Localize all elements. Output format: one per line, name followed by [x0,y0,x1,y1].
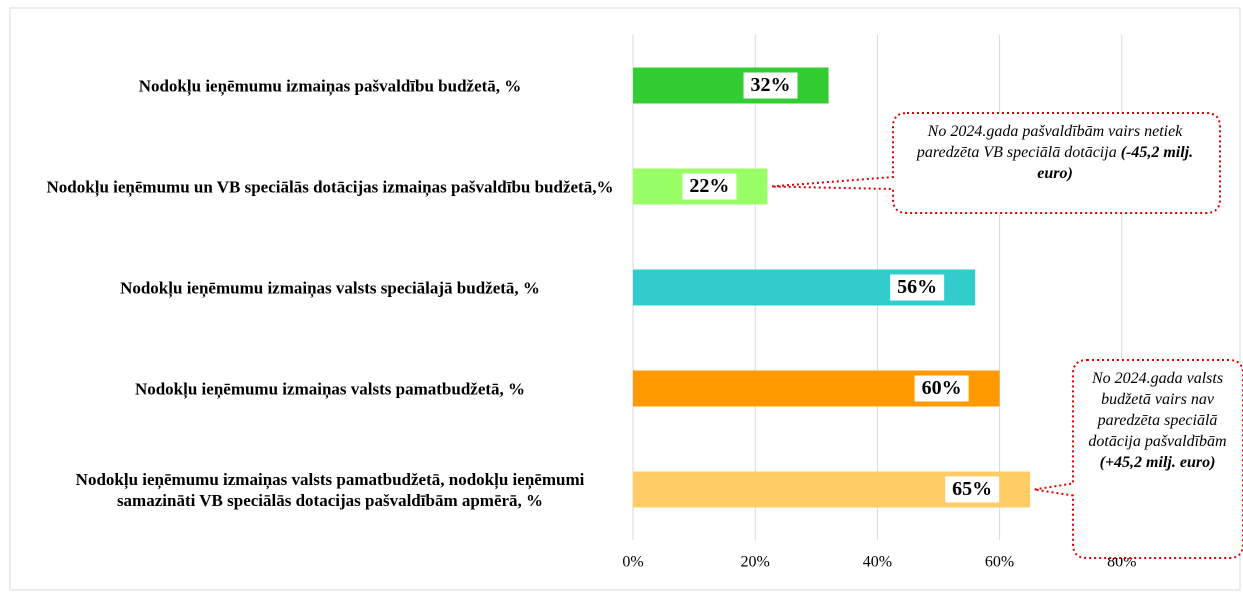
annotation: No 2024.gada pašvaldībām vairs netiek pa… [905,121,1205,184]
value-label: 60% [922,377,962,399]
chart-border [9,7,1241,591]
value-label-box [890,274,945,301]
x-tick-label: 60% [985,554,1014,571]
value-label: 22% [689,175,729,197]
category-label: Nodokļu ieņēmumu izmaiņas pašvaldību bud… [138,76,522,95]
category-label: Nodokļu ieņēmumu izmaiņas valsts speciāl… [120,278,540,297]
annotation: No 2024.gada valsts budžetā vairs nav pa… [1080,368,1235,473]
annotation-emphasis: (+45,2 milj. euro) [1099,454,1216,471]
callout [771,112,1221,214]
value-label-box [945,476,1000,503]
bar [633,67,829,104]
x-tick-label: 20% [741,554,770,571]
callout [1033,359,1243,559]
value-label: 56% [897,276,937,298]
x-tick-label: 40% [863,554,892,571]
value-label: 65% [952,478,992,500]
value-label-box [743,72,798,99]
value-label-box [914,375,969,402]
value-label: 32% [751,74,791,96]
value-label-box [682,173,737,200]
x-tick-label: 0% [622,554,643,571]
annotation-text: No 2024.gada valsts budžetā vairs nav pa… [1088,370,1227,450]
annotation-text: No 2024.gada pašvaldībām vairs netiek pa… [916,123,1183,161]
annotation-emphasis: (-45,2 milj. euro) [1037,144,1194,182]
category-label: Nodokļu ieņēmumu izmaiņas valsts pamatbu… [75,469,585,510]
category-label: Nodokļu ieņēmumu un VB speciālās dotācij… [46,177,614,196]
category-label: Nodokļu ieņēmumu izmaiņas valsts pamatbu… [134,379,526,398]
